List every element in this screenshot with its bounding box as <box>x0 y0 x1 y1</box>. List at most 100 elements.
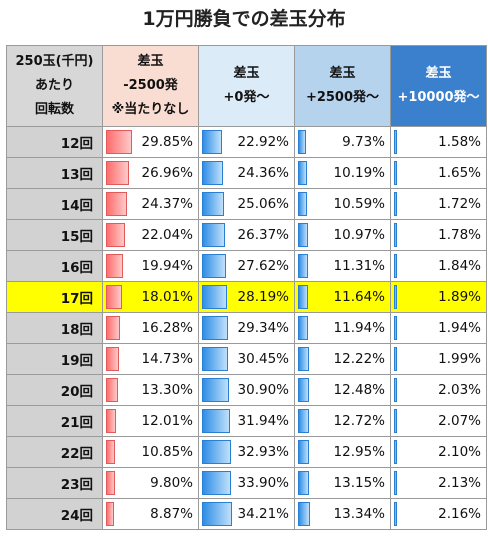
data-bar <box>202 409 230 433</box>
cell-plus2500: 12.95% <box>294 436 391 468</box>
data-label: 1.65% <box>438 165 481 181</box>
data-label: 31.94% <box>237 413 289 429</box>
cell-minus2500: 9.80% <box>102 467 199 499</box>
data-label: 24.37% <box>141 196 193 212</box>
data-label: 18.01% <box>141 289 193 305</box>
column-header-line: 差玉 <box>233 66 260 81</box>
cell-plus10000: 1.89% <box>390 281 487 313</box>
data-bar <box>106 223 126 247</box>
data-bar <box>298 192 308 216</box>
cell-plus2500: 11.94% <box>294 312 391 344</box>
cell-minus2500: 10.85% <box>102 436 199 468</box>
cell-plus10000: 2.03% <box>390 374 487 406</box>
data-bar <box>202 130 222 154</box>
cell-plus10000: 2.07% <box>390 405 487 437</box>
data-label: 2.13% <box>438 475 481 491</box>
data-label: 10.19% <box>333 165 385 181</box>
cell-plus0: 30.90% <box>198 374 295 406</box>
cell-plus0: 33.90% <box>198 467 295 499</box>
row-label: 17回 <box>6 281 103 313</box>
cell-plus10000: 1.78% <box>390 219 487 251</box>
data-label: 11.64% <box>333 289 385 305</box>
row-label: 14回 <box>6 188 103 220</box>
data-bar <box>394 378 397 402</box>
data-label: 19.94% <box>141 258 193 274</box>
cell-plus2500: 10.59% <box>294 188 391 220</box>
cell-plus2500: 10.19% <box>294 157 391 189</box>
column-header-line: +0発～ <box>223 90 270 105</box>
table-row: 15回 22.04% 26.37% 10.97% 1.78% <box>6 219 487 251</box>
data-label: 10.85% <box>141 444 193 460</box>
row-label: 18回 <box>6 312 103 344</box>
data-bar <box>106 130 132 154</box>
data-bar <box>202 192 224 216</box>
data-bar <box>394 440 397 464</box>
row-label: 13回 <box>6 157 103 189</box>
data-label: 1.99% <box>438 351 481 367</box>
data-bar <box>298 378 309 402</box>
table-row: 16回 19.94% 27.62% 11.31% 1.84% <box>6 250 487 282</box>
table-row: 17回 18.01% 28.19% 11.64% 1.89% <box>6 281 487 313</box>
data-bar <box>394 285 397 309</box>
column-header-plus0: 差玉 +0発～ <box>198 45 295 127</box>
table-row: 14回 24.37% 25.06% 10.59% 1.72% <box>6 188 487 220</box>
column-header-line: 差玉 <box>329 66 356 81</box>
data-label: 13.34% <box>333 506 385 522</box>
data-label: 25.06% <box>237 196 289 212</box>
data-bar <box>298 161 307 185</box>
table-row: 18回 16.28% 29.34% 11.94% 1.94% <box>6 312 487 344</box>
table-row: 23回 9.80% 33.90% 13.15% 2.13% <box>6 467 487 499</box>
column-header-line: -2500発 <box>123 78 178 93</box>
data-label: 1.78% <box>438 227 481 243</box>
cell-minus2500: 22.04% <box>102 219 199 251</box>
table-row: 22回 10.85% 32.93% 12.95% 2.10% <box>6 436 487 468</box>
cell-plus10000: 1.65% <box>390 157 487 189</box>
data-label: 1.84% <box>438 258 481 274</box>
data-bar <box>202 502 232 526</box>
table-row: 12回 29.85% 22.92% 9.73% 1.58% <box>6 126 487 158</box>
table-body: 12回 29.85% 22.92% 9.73% 1.58% 13回 26.96% 24.36%… <box>6 126 487 530</box>
row-label: 19回 <box>6 343 103 375</box>
data-bar <box>106 316 121 340</box>
row-label: 21回 <box>6 405 103 437</box>
cell-plus0: 26.37% <box>198 219 295 251</box>
data-label: 8.87% <box>150 506 193 522</box>
column-header-minus2500: 差玉 -2500発 ※当たりなし <box>102 45 199 127</box>
data-bar <box>298 471 310 495</box>
data-label: 16.28% <box>141 320 193 336</box>
cell-plus0: 27.62% <box>198 250 295 282</box>
cell-minus2500: 13.30% <box>102 374 199 406</box>
data-label: 1.58% <box>438 134 481 150</box>
data-bar <box>202 378 229 402</box>
row-header-line: 回転数 <box>34 102 74 117</box>
data-bar <box>394 192 397 216</box>
table-row: 21回 12.01% 31.94% 12.72% 2.07% <box>6 405 487 437</box>
cell-plus10000: 1.72% <box>390 188 487 220</box>
row-label: 23回 <box>6 467 103 499</box>
data-bar <box>202 440 231 464</box>
data-label: 33.90% <box>237 475 289 491</box>
column-header-line: 差玉 <box>137 54 164 69</box>
cell-plus0: 29.34% <box>198 312 295 344</box>
data-label: 9.73% <box>342 134 385 150</box>
cell-plus10000: 2.10% <box>390 436 487 468</box>
cell-plus10000: 1.58% <box>390 126 487 158</box>
data-label: 10.97% <box>333 227 385 243</box>
data-label: 12.48% <box>333 382 385 398</box>
data-bar <box>202 223 225 247</box>
row-label: 22回 <box>6 436 103 468</box>
data-label: 22.92% <box>237 134 289 150</box>
data-bar <box>298 440 310 464</box>
cell-minus2500: 12.01% <box>102 405 199 437</box>
data-label: 26.37% <box>237 227 289 243</box>
data-label: 12.95% <box>333 444 385 460</box>
data-label: 26.96% <box>141 165 193 181</box>
cell-plus10000: 1.94% <box>390 312 487 344</box>
cell-plus10000: 1.99% <box>390 343 487 375</box>
chart-title: 1万円勝負での差玉分布 <box>142 8 346 30</box>
row-header-line: 250玉(千円) <box>15 54 94 69</box>
cell-plus10000: 1.84% <box>390 250 487 282</box>
cell-minus2500: 26.96% <box>102 157 199 189</box>
data-bar <box>298 223 308 247</box>
data-bar <box>202 316 228 340</box>
